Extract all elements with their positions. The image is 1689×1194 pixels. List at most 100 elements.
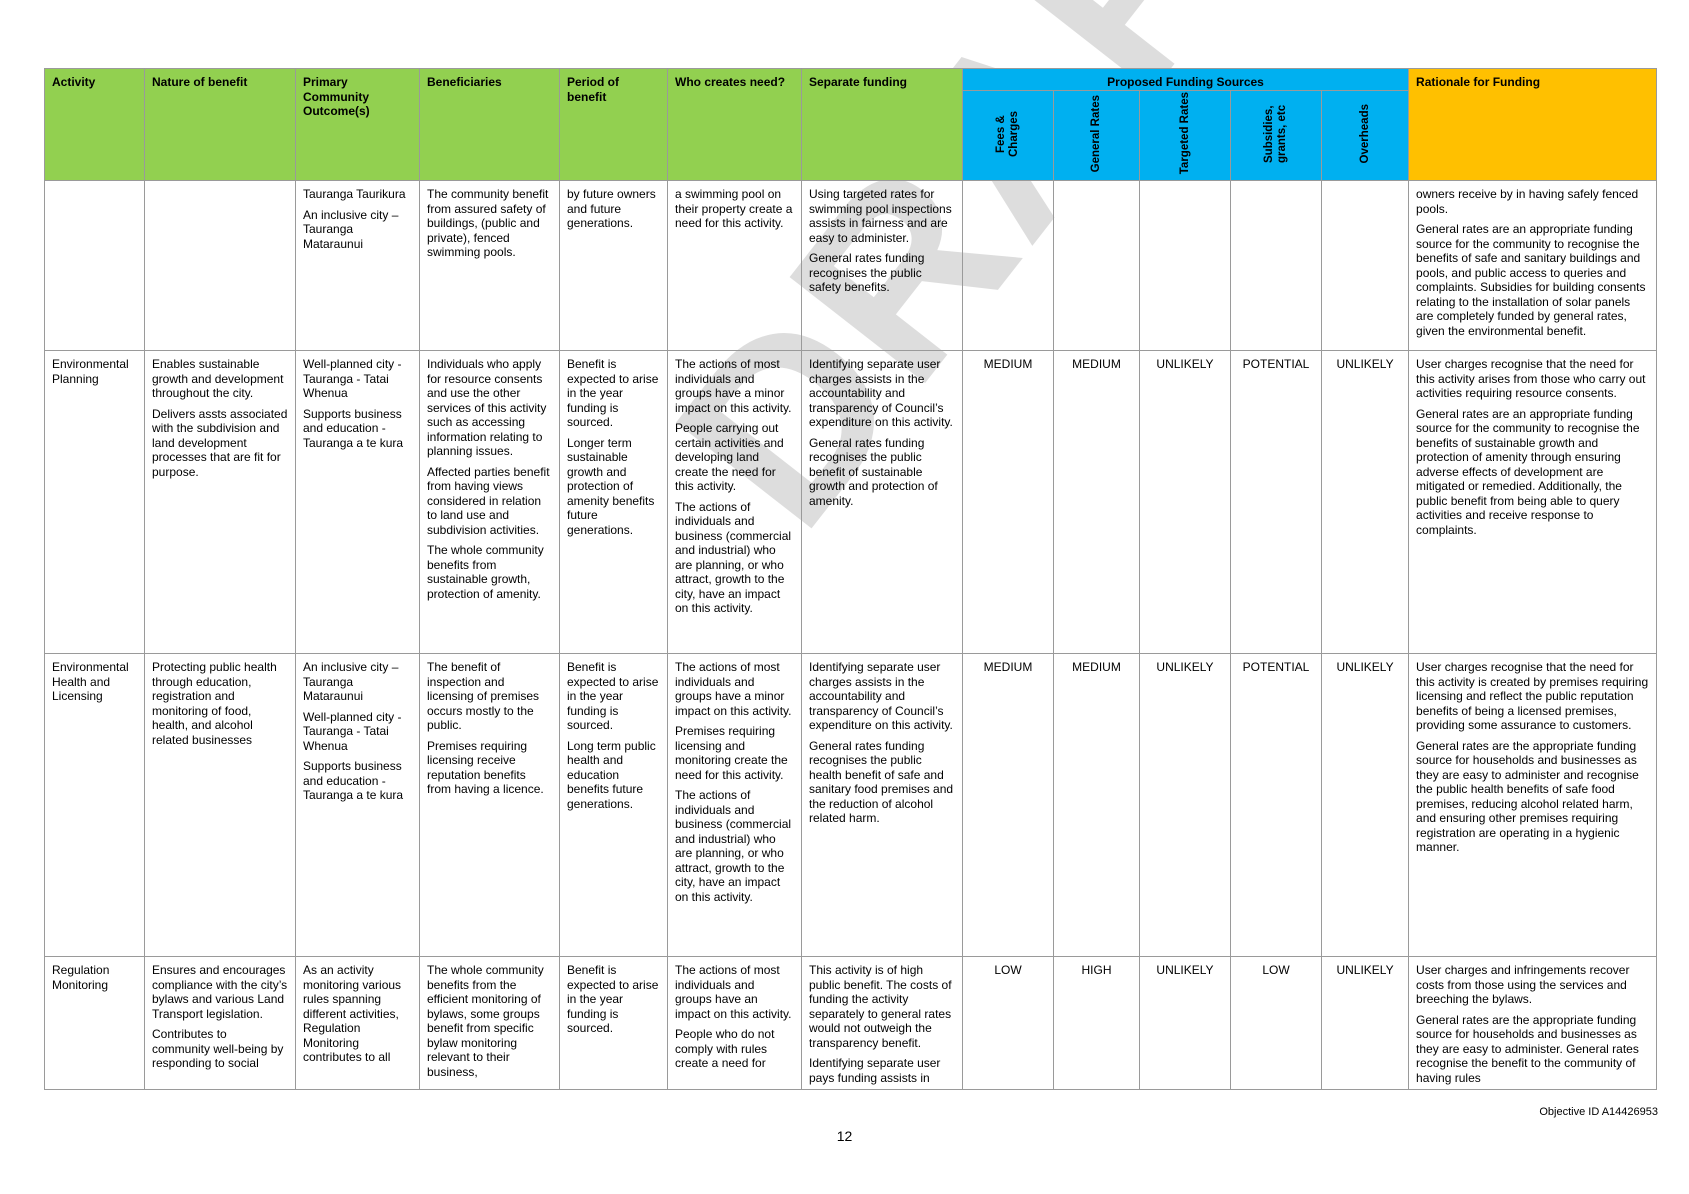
objective-id: Objective ID A14426953 xyxy=(1539,1106,1658,1118)
cell-outcomes: Well-planned city - Tauranga - Tatai Whe… xyxy=(295,350,420,654)
cell-activity xyxy=(44,180,145,351)
cell-fees: MEDIUM xyxy=(962,653,1054,957)
cell-outcomes: Tauranga Taurikura An inclusive city – T… xyxy=(295,180,420,351)
header-fees-charges: Fees & Charges xyxy=(962,89,1054,181)
header-nature-of-benefit: Nature of benefit xyxy=(144,68,296,181)
cell-period: Benefit is expected to arise in the year… xyxy=(559,653,668,957)
cell-who-creates-need: The actions of most individuals and grou… xyxy=(667,350,802,654)
paragraph: Ensures and encourages compliance with t… xyxy=(152,963,288,1021)
paragraph: Benefit is expected to arise in the year… xyxy=(567,660,659,732)
paragraph: People carrying out certain activities a… xyxy=(675,421,784,493)
paragraph: Benefit is expected to arise in the year… xyxy=(567,357,659,429)
cell-fees: LOW xyxy=(962,956,1054,1090)
paragraph: The actions of most individuals and grou… xyxy=(675,963,792,1021)
paragraph: The community benefit from assured safet… xyxy=(427,187,549,259)
cell-overheads xyxy=(1320,180,1410,351)
page-number: 12 xyxy=(836,1128,853,1144)
paragraph: Delivers assts associated with the subdi… xyxy=(152,406,288,479)
cell-rationale: owners receive by in having safely fence… xyxy=(1408,180,1658,351)
cell-subsidies: POTENTIAL xyxy=(1230,350,1322,654)
paragraph: General rates are an appropriate funding… xyxy=(1416,222,1646,338)
paragraph: General rates funding recognises the pub… xyxy=(809,251,925,294)
paragraph: General rates funding recognises the pub… xyxy=(809,738,954,826)
table-row: Environmental Planning Enables sustainab… xyxy=(44,350,1658,654)
paragraph: Supports business and education - Tauran… xyxy=(303,406,404,450)
paragraph: by future owners and future generations. xyxy=(567,187,656,230)
paragraph: Affected parties benefit from having vie… xyxy=(427,464,550,537)
paragraph: User charges recognise that the need for… xyxy=(1416,660,1649,732)
header-proposed-funding-sources: Proposed Funding Sources xyxy=(961,68,1410,91)
paragraph: Using targeted rates for swimming pool i… xyxy=(809,187,952,245)
cell-outcomes: As an activity monitoring various rules … xyxy=(295,956,420,1090)
cell-beneficiaries: The benefit of inspection and licensing … xyxy=(419,653,560,957)
cell-separate-funding: Using targeted rates for swimming pool i… xyxy=(801,180,963,351)
cell-separate-funding: Identifying separate user charges assist… xyxy=(801,350,963,654)
paragraph: Premises requiring licensing and monitor… xyxy=(675,724,788,782)
paragraph: Enables sustainable growth and developme… xyxy=(152,357,284,400)
paragraph: The actions of individuals and business … xyxy=(675,499,792,616)
paragraph: Protecting public health through educati… xyxy=(152,660,277,747)
cell-targeted: UNLIKELY xyxy=(1139,653,1231,957)
header-who-creates-need: Who creates need? xyxy=(667,68,802,181)
cell-nature: Enables sustainable growth and developme… xyxy=(144,350,296,654)
cell-overheads: UNLIKELY xyxy=(1320,350,1410,654)
table-row: Environmental Health and Licensing Prote… xyxy=(44,653,1658,957)
cell-subsidies: POTENTIAL xyxy=(1230,653,1322,957)
header-fees-label: Fees & Charges xyxy=(995,110,1020,157)
header-subsidies-grants: Subsidies, grants, etc xyxy=(1230,89,1322,181)
cell-separate-funding: This activity is of high public benefit.… xyxy=(801,956,963,1090)
table-row: Tauranga Taurikura An inclusive city – T… xyxy=(44,180,1658,351)
paragraph: An inclusive city – Tauranga Mataraunui xyxy=(303,207,399,251)
header-community-outcomes: Primary Community Outcome(s) xyxy=(295,68,420,181)
paragraph: Tauranga Taurikura xyxy=(303,187,406,201)
paragraph: This activity is of high public benefit.… xyxy=(809,963,952,1050)
header-general-label: General Rates xyxy=(1090,94,1102,173)
cell-targeted: UNLIKELY xyxy=(1139,956,1231,1090)
header-rationale-for-funding: Rationale for Funding xyxy=(1408,68,1658,181)
paragraph: The actions of most individuals and grou… xyxy=(675,357,792,415)
cell-period: by future owners and future generations. xyxy=(559,180,668,351)
paragraph: General rates are the appropriate fundin… xyxy=(1416,738,1639,855)
paragraph: General rates are an appropriate funding… xyxy=(1416,406,1640,537)
cell-beneficiaries: The community benefit from assured safet… xyxy=(419,180,560,351)
cell-period: Benefit is expected to arise in the year… xyxy=(559,956,668,1090)
cell-beneficiaries: Individuals who apply for resource conse… xyxy=(419,350,560,654)
paragraph: Benefit is expected to arise in the year… xyxy=(567,963,659,1035)
header-targeted-rates: Targeted Rates xyxy=(1139,89,1231,181)
header-beneficiaries: Beneficiaries xyxy=(419,68,560,181)
paragraph: Well-planned city - Tauranga - Tatai Whe… xyxy=(303,357,402,400)
paragraph: User charges and infringements recover c… xyxy=(1416,963,1630,1006)
paragraph: User charges recognise that the need for… xyxy=(1416,357,1646,400)
cell-targeted xyxy=(1139,180,1231,351)
funding-table: Activity Nature of benefit Primary Commu… xyxy=(44,68,1658,1090)
header-general-rates: General Rates xyxy=(1053,89,1140,181)
paragraph: People who do not comply with rules crea… xyxy=(675,1027,775,1070)
cell-nature: Protecting public health through educati… xyxy=(144,653,296,957)
paragraph: Well-planned city - Tauranga - Tatai Whe… xyxy=(303,709,402,753)
paragraph: Identifying separate user charges assist… xyxy=(809,660,953,732)
paragraph: The benefit of inspection and licensing … xyxy=(427,660,540,732)
paragraph: Identifying separate user charges assist… xyxy=(809,357,953,429)
cell-who-creates-need: a swimming pool on their property create… xyxy=(667,180,802,351)
paragraph: Longer term sustainable growth and prote… xyxy=(567,435,655,537)
header-separate-funding: Separate funding xyxy=(801,68,963,181)
cell-rationale: User charges recognise that the need for… xyxy=(1408,653,1658,957)
cell-general: MEDIUM xyxy=(1053,350,1140,654)
header-activity: Activity xyxy=(44,68,145,181)
table-row: Regulation Monitoring Ensures and encour… xyxy=(44,956,1658,1090)
cell-overheads: UNLIKELY xyxy=(1320,956,1410,1090)
paragraph: General rates funding recognises the pub… xyxy=(809,435,938,508)
cell-subsidies xyxy=(1230,180,1322,351)
header-overheads: Overheads xyxy=(1320,89,1410,181)
paragraph: owners receive by in having safely fence… xyxy=(1416,187,1639,216)
cell-nature: Ensures and encourages compliance with t… xyxy=(144,956,296,1090)
paragraph: The actions of most individuals and grou… xyxy=(675,660,792,718)
paragraph: The whole community benefits from the ef… xyxy=(427,963,544,1079)
cell-overheads: UNLIKELY xyxy=(1320,653,1410,957)
paragraph: Individuals who apply for resource conse… xyxy=(427,357,547,458)
cell-activity: Regulation Monitoring xyxy=(44,956,145,1090)
header-subsidies-label: Subsidies, grants, etc xyxy=(1263,104,1288,163)
paragraph: Identifying separate user pays funding a… xyxy=(809,1056,941,1085)
cell-period: Benefit is expected to arise in the year… xyxy=(559,350,668,654)
header-period-of-benefit: Period of benefit xyxy=(559,68,668,181)
